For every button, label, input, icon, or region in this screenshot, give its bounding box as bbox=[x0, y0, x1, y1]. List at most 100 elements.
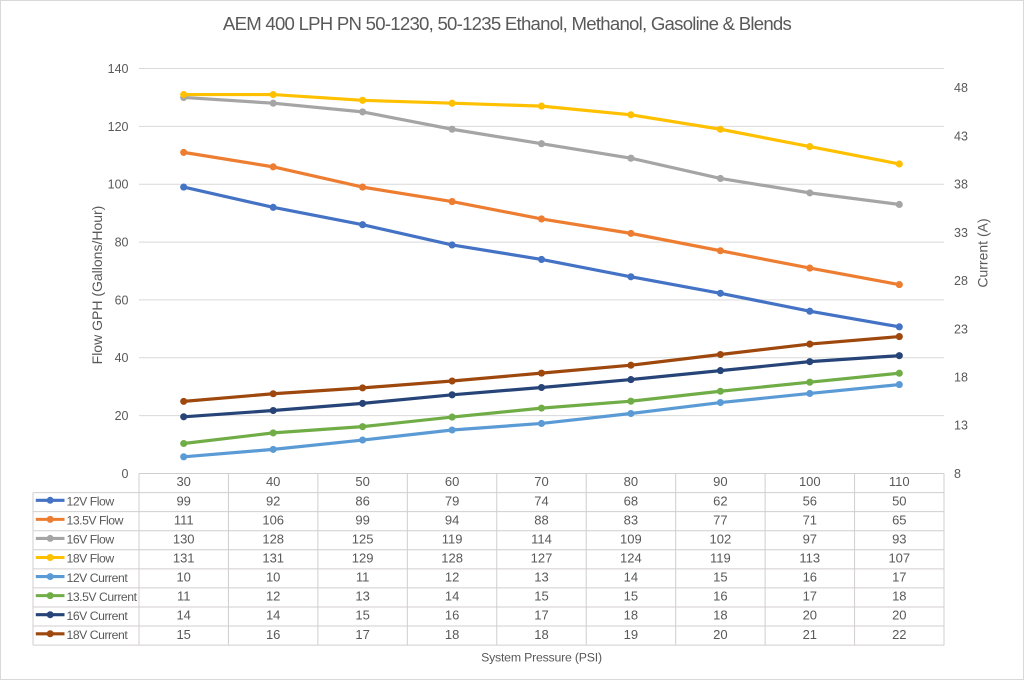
svg-text:20: 20 bbox=[803, 608, 817, 623]
svg-text:74: 74 bbox=[534, 493, 548, 508]
svg-text:80: 80 bbox=[115, 235, 129, 249]
svg-text:10: 10 bbox=[266, 570, 280, 585]
svg-text:40: 40 bbox=[266, 474, 280, 489]
svg-text:13.5V Flow: 13.5V Flow bbox=[67, 514, 124, 528]
svg-text:15: 15 bbox=[713, 570, 727, 585]
svg-text:12V Current: 12V Current bbox=[67, 571, 129, 585]
svg-text:107: 107 bbox=[888, 551, 910, 566]
svg-text:109: 109 bbox=[620, 531, 642, 546]
svg-text:28: 28 bbox=[954, 274, 968, 288]
svg-text:21: 21 bbox=[803, 627, 817, 642]
svg-text:99: 99 bbox=[355, 512, 369, 527]
svg-text:50: 50 bbox=[355, 474, 369, 489]
svg-text:17: 17 bbox=[892, 570, 906, 585]
svg-text:18: 18 bbox=[892, 589, 906, 604]
svg-text:77: 77 bbox=[713, 512, 727, 527]
svg-text:15: 15 bbox=[176, 627, 190, 642]
svg-text:13: 13 bbox=[954, 419, 968, 433]
svg-text:17: 17 bbox=[355, 627, 369, 642]
svg-text:16V Flow: 16V Flow bbox=[67, 533, 115, 547]
svg-text:56: 56 bbox=[803, 493, 817, 508]
svg-text:20: 20 bbox=[115, 409, 129, 423]
svg-text:0: 0 bbox=[122, 467, 129, 481]
svg-text:16: 16 bbox=[266, 627, 280, 642]
svg-text:94: 94 bbox=[445, 512, 459, 527]
svg-text:20: 20 bbox=[713, 627, 727, 642]
svg-text:19: 19 bbox=[624, 627, 638, 642]
svg-text:111: 111 bbox=[174, 512, 194, 527]
svg-text:13.5V Current: 13.5V Current bbox=[67, 590, 138, 604]
svg-text:100: 100 bbox=[799, 474, 821, 489]
svg-text:100: 100 bbox=[108, 178, 129, 192]
svg-text:60: 60 bbox=[115, 293, 129, 307]
svg-text:20: 20 bbox=[892, 608, 906, 623]
svg-text:30: 30 bbox=[176, 474, 190, 489]
svg-text:127: 127 bbox=[531, 551, 553, 566]
svg-text:70: 70 bbox=[534, 474, 548, 489]
svg-text:13: 13 bbox=[534, 570, 548, 585]
svg-text:60: 60 bbox=[445, 474, 459, 489]
svg-text:40: 40 bbox=[115, 351, 129, 365]
svg-text:15: 15 bbox=[355, 608, 369, 623]
svg-text:17: 17 bbox=[534, 608, 548, 623]
svg-text:12V Flow: 12V Flow bbox=[67, 495, 115, 509]
svg-text:92: 92 bbox=[266, 493, 280, 508]
svg-text:130: 130 bbox=[173, 531, 195, 546]
svg-text:86: 86 bbox=[355, 493, 369, 508]
svg-text:113: 113 bbox=[799, 551, 820, 566]
svg-text:13: 13 bbox=[355, 589, 369, 604]
svg-text:14: 14 bbox=[624, 570, 638, 585]
svg-text:90: 90 bbox=[713, 474, 727, 489]
svg-text:Flow GPH (Gallons/Hour): Flow GPH (Gallons/Hour) bbox=[89, 206, 105, 365]
svg-text:14: 14 bbox=[266, 608, 280, 623]
svg-text:18: 18 bbox=[534, 627, 548, 642]
svg-text:AEM 400 LPH PN 50-1230, 50-123: AEM 400 LPH PN 50-1230, 50-1235 Ethanol,… bbox=[223, 13, 792, 34]
svg-text:38: 38 bbox=[954, 178, 968, 192]
svg-text:120: 120 bbox=[108, 120, 129, 134]
svg-text:14: 14 bbox=[176, 608, 190, 623]
svg-text:128: 128 bbox=[262, 531, 284, 546]
svg-text:68: 68 bbox=[624, 493, 638, 508]
svg-text:12: 12 bbox=[266, 589, 280, 604]
svg-text:106: 106 bbox=[262, 512, 284, 527]
svg-text:18V Flow: 18V Flow bbox=[67, 552, 115, 566]
svg-text:48: 48 bbox=[954, 81, 968, 95]
svg-text:43: 43 bbox=[954, 129, 968, 143]
svg-text:65: 65 bbox=[892, 512, 906, 527]
svg-text:71: 71 bbox=[803, 512, 817, 527]
svg-text:79: 79 bbox=[445, 493, 459, 508]
svg-text:119: 119 bbox=[442, 531, 463, 546]
svg-text:110: 110 bbox=[889, 474, 910, 489]
svg-text:83: 83 bbox=[624, 512, 638, 527]
svg-text:18: 18 bbox=[954, 370, 968, 384]
svg-text:8: 8 bbox=[954, 467, 961, 481]
svg-text:140: 140 bbox=[108, 62, 129, 76]
svg-text:23: 23 bbox=[954, 322, 968, 336]
svg-text:129: 129 bbox=[352, 551, 374, 566]
svg-text:14: 14 bbox=[445, 589, 459, 604]
svg-text:18: 18 bbox=[445, 627, 459, 642]
svg-text:12: 12 bbox=[445, 570, 459, 585]
svg-text:99: 99 bbox=[176, 493, 190, 508]
svg-text:Current (A): Current (A) bbox=[975, 218, 991, 287]
svg-text:88: 88 bbox=[534, 512, 548, 527]
svg-text:102: 102 bbox=[710, 531, 732, 546]
svg-text:124: 124 bbox=[620, 551, 642, 566]
svg-text:18V Current: 18V Current bbox=[67, 628, 129, 642]
svg-text:10: 10 bbox=[176, 570, 190, 585]
svg-text:15: 15 bbox=[534, 589, 548, 604]
svg-text:131: 131 bbox=[262, 551, 284, 566]
svg-text:80: 80 bbox=[624, 474, 638, 489]
svg-text:62: 62 bbox=[713, 493, 727, 508]
svg-text:16: 16 bbox=[445, 608, 459, 623]
svg-text:16: 16 bbox=[713, 589, 727, 604]
svg-text:33: 33 bbox=[954, 226, 968, 240]
svg-text:18: 18 bbox=[624, 608, 638, 623]
svg-text:11: 11 bbox=[177, 589, 191, 604]
svg-text:11: 11 bbox=[356, 570, 370, 585]
svg-text:128: 128 bbox=[441, 551, 463, 566]
svg-text:93: 93 bbox=[892, 531, 906, 546]
svg-text:16: 16 bbox=[803, 570, 817, 585]
svg-text:15: 15 bbox=[624, 589, 638, 604]
svg-text:17: 17 bbox=[803, 589, 817, 604]
